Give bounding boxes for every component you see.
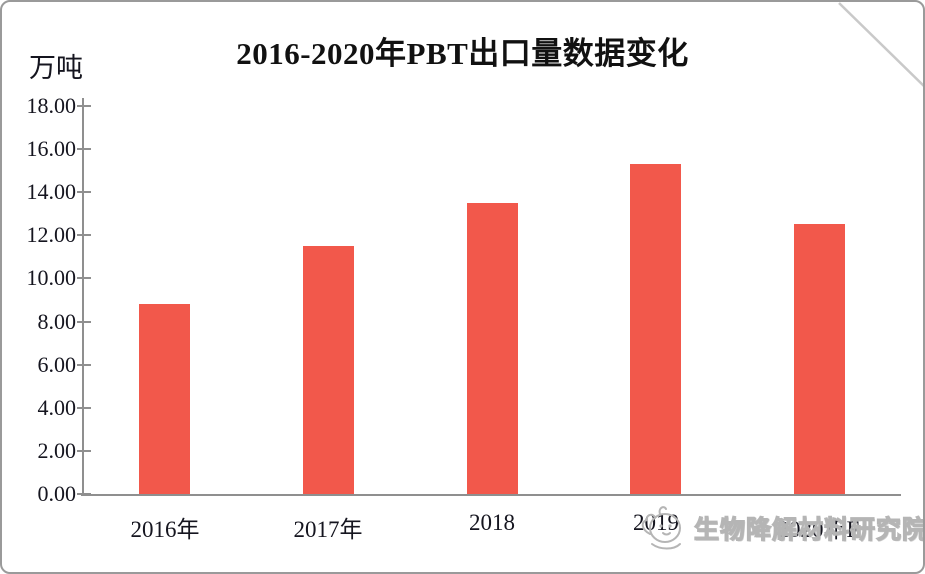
y-axis-tick bbox=[77, 449, 91, 452]
y-axis-tick bbox=[77, 277, 91, 280]
y-tick-label: 6.00 bbox=[37, 351, 77, 377]
y-tick-label: 4.00 bbox=[37, 394, 77, 420]
bar-2018 bbox=[467, 203, 518, 494]
y-tick-label: 0.00 bbox=[37, 481, 77, 506]
x-category-label: 2018 bbox=[469, 510, 515, 535]
bar-2019 bbox=[630, 164, 681, 494]
y-axis-tick bbox=[77, 104, 91, 107]
y-axis-tick bbox=[77, 148, 91, 151]
y-axis-tick bbox=[77, 493, 91, 495]
x-category-label: 2019 bbox=[633, 510, 679, 535]
y-tick-label: 8.00 bbox=[37, 308, 77, 334]
x-category-label: 2017年 bbox=[293, 517, 363, 542]
y-axis-tick bbox=[77, 234, 91, 237]
bar-2020年E bbox=[794, 224, 845, 494]
bar-2016年 bbox=[139, 304, 190, 494]
y-axis-tick bbox=[77, 320, 91, 323]
y-tick-label: 14.00 bbox=[26, 179, 77, 205]
y-tick-label: 18.00 bbox=[26, 92, 77, 118]
y-axis-tick bbox=[77, 363, 91, 366]
y-axis-spine bbox=[82, 98, 84, 495]
x-axis-baseline bbox=[81, 494, 901, 496]
chart-title: 2016-2020年PBT出口量数据变化 bbox=[236, 36, 689, 71]
x-category-label: 2016年 bbox=[130, 517, 200, 542]
y-tick-label: 12.00 bbox=[26, 222, 77, 248]
x-category-label: 2020年E bbox=[777, 517, 861, 542]
y-axis-unit-label: 万吨 bbox=[29, 53, 83, 83]
mascot-outline-logo bbox=[641, 506, 681, 550]
y-axis-tick bbox=[77, 406, 91, 409]
y-tick-label: 2.00 bbox=[37, 437, 77, 463]
y-tick-label: 10.00 bbox=[26, 265, 77, 291]
y-tick-label: 16.00 bbox=[26, 136, 77, 162]
y-axis-tick bbox=[77, 191, 91, 194]
bar-2017年 bbox=[303, 246, 354, 494]
watermark: 生物降解材料研究院 bbox=[638, 500, 925, 556]
watermark-text: 生物降解材料研究院 bbox=[693, 515, 925, 544]
